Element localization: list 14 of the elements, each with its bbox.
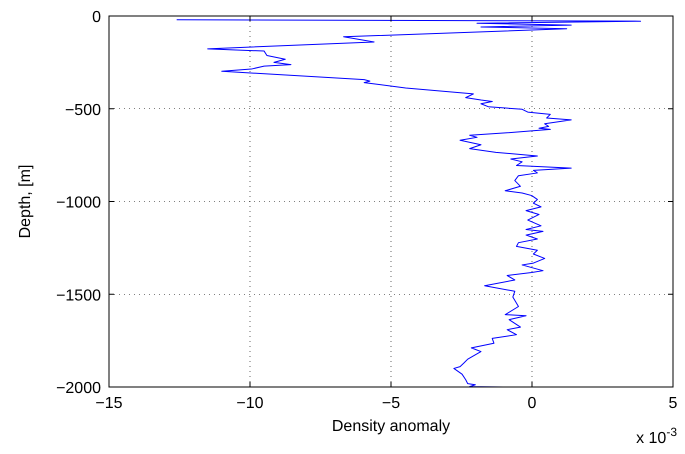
x-tick-label: −10 [236, 395, 264, 412]
x-tick-label: 5 [668, 395, 678, 412]
x-tick-label: −15 [95, 395, 123, 412]
y-tick-label: −500 [64, 102, 102, 119]
x-tick-label: 0 [528, 395, 537, 412]
text: x 10$^{-3}$ [636, 425, 678, 447]
x-tick-label: −5 [382, 395, 400, 412]
y-tick-label: 0 [92, 9, 102, 26]
x-axis-title: Density anomaly [332, 418, 450, 435]
y-tick-label: −1500 [56, 287, 102, 304]
y-axis-title: Depth, [m] [17, 164, 34, 238]
line-series [176, 19, 642, 388]
y-tick-label: −2000 [56, 380, 102, 397]
y-tick-label: −1000 [56, 194, 102, 212]
